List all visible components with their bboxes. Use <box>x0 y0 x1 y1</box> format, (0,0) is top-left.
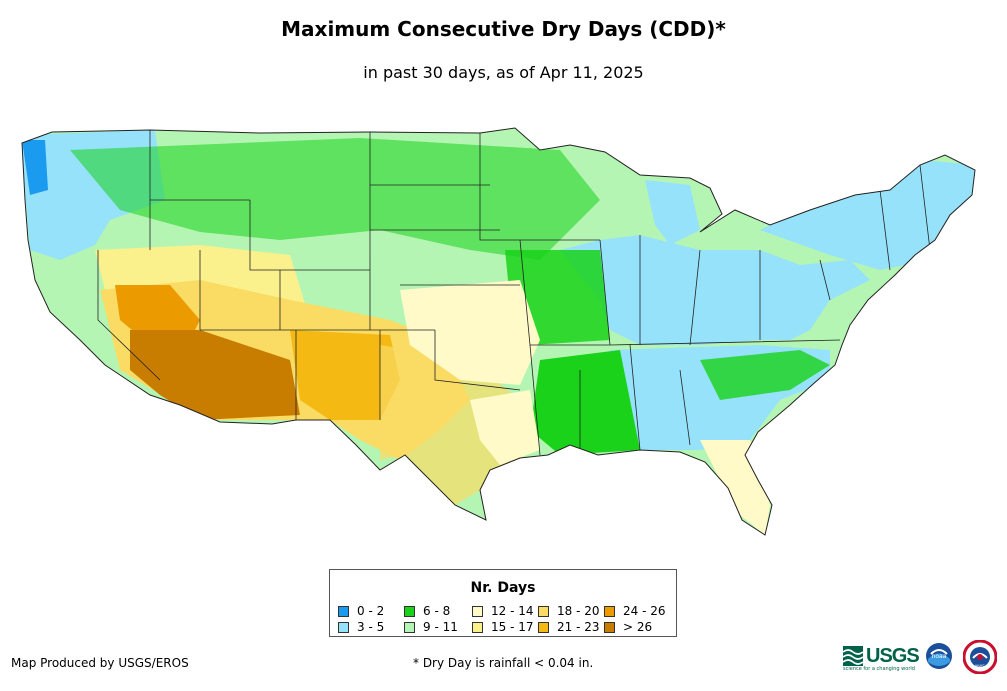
legend-item-over-26: > 26 <box>604 620 652 634</box>
map-title: Maximum Consecutive Dry Days (CDD)* <box>281 17 726 41</box>
usgs-logo: USGS science for a changing world <box>843 642 920 672</box>
nws-wordmark: NWS <box>975 664 985 669</box>
legend-label: 6 - 8 <box>423 604 451 618</box>
legend-swatch <box>538 621 549 633</box>
legend-swatch <box>604 621 615 633</box>
region-florida <box>700 440 770 535</box>
legend-swatch <box>472 621 483 633</box>
usgs-wordmark: USGS <box>866 644 920 667</box>
legend-swatch <box>472 605 483 617</box>
noaa-logo-icon: noaa <box>926 643 952 669</box>
region-carolinas <box>700 350 830 400</box>
legend-label: 15 - 17 <box>491 620 534 634</box>
region-lower-mississippi <box>530 350 640 455</box>
us-outline <box>21 127 976 536</box>
us-map <box>21 127 976 536</box>
region-ohio-valley <box>560 235 870 345</box>
legend-label: 9 - 11 <box>423 620 458 634</box>
legend-label: 24 - 26 <box>623 604 666 618</box>
legend-swatch <box>338 621 349 633</box>
region-northern-plains <box>70 138 600 260</box>
usgs-wave-icon <box>843 646 863 666</box>
legend-item-6-8: 6 - 8 <box>404 604 450 618</box>
noaa-wordmark: noaa <box>932 653 947 660</box>
nws-logo-icon: NWS <box>963 640 997 674</box>
region-olympic-peninsula <box>22 140 48 195</box>
legend-item-24-26: 24 - 26 <box>604 604 666 618</box>
legend-label: 3 - 5 <box>357 620 385 634</box>
legend-item-21-23: 21 - 23 <box>538 620 600 634</box>
legend-item-9-11: 9 - 11 <box>404 620 458 634</box>
legend-swatch <box>338 605 349 617</box>
legend-item-18-20: 18 - 20 <box>538 604 600 618</box>
region-new-mexico <box>290 330 400 420</box>
legend-item-12-14: 12 - 14 <box>472 604 534 618</box>
legend-label: 18 - 20 <box>557 604 600 618</box>
legend-label: > 26 <box>623 620 653 634</box>
legend-label: 0 - 2 <box>357 604 385 618</box>
map-credit: Map Produced by USGS/EROS <box>11 656 189 670</box>
legend-item-15-17: 15 - 17 <box>472 620 534 634</box>
region-arizona-max <box>130 330 300 420</box>
legend-label: 12 - 14 <box>491 604 534 618</box>
legend-swatch <box>404 621 415 633</box>
legend-swatch <box>538 605 549 617</box>
usgs-tagline: science for a changing world <box>843 666 915 672</box>
state-boundaries <box>97 130 931 456</box>
legend-item-0-2: 0 - 2 <box>338 604 384 618</box>
legend-title: Nr. Days <box>470 580 536 596</box>
region-northeast <box>760 160 975 270</box>
legend-label: 21 - 23 <box>557 620 600 634</box>
map-subtitle: in past 30 days, as of Apr 11, 2025 <box>363 63 644 82</box>
legend: Nr. Days 0 - 2 3 - 5 6 - 8 9 - 11 12 - 1… <box>329 569 677 637</box>
region-east-texas <box>470 390 540 465</box>
legend-item-3-5: 3 - 5 <box>338 620 384 634</box>
legend-swatch <box>404 605 415 617</box>
legend-swatch <box>604 605 615 617</box>
region-michigan <box>645 180 700 245</box>
footnote: * Dry Day is rainfall < 0.04 in. <box>413 656 594 670</box>
